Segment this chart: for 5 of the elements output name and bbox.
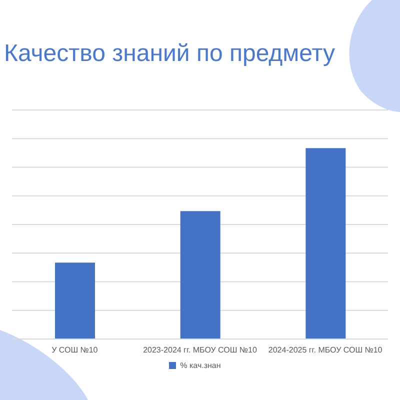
x-tick-label: У СОШ №10 [52, 346, 98, 355]
legend-label: % кач.знан [180, 361, 221, 370]
chart-title: Качество знаний по предмету [4, 40, 335, 68]
x-tick-label: 2023-2024 гг. МБОУ СОШ №10 [143, 346, 258, 355]
x-tick-label: 2024-2025 гг. МБОУ СОШ №10 [268, 346, 383, 355]
